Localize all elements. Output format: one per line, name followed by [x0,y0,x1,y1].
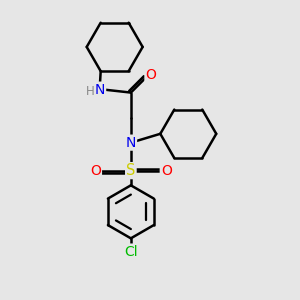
Text: N: N [126,136,136,150]
Text: H: H [86,85,95,98]
Text: O: O [90,164,101,178]
Text: N: N [95,82,105,97]
Text: S: S [126,163,136,178]
Text: Cl: Cl [124,244,138,259]
Text: O: O [146,68,156,82]
Text: O: O [161,164,172,178]
